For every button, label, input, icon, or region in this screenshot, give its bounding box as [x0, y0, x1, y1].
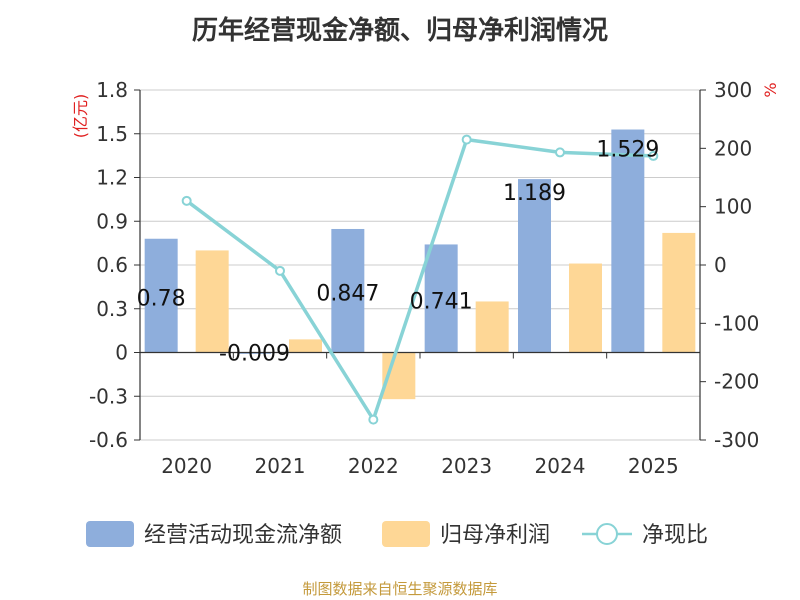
y-right-tick-label: -100 [714, 311, 759, 335]
y-left-axis-label: (亿元) [71, 94, 90, 139]
chart-title: 历年经营现金净额、归母净利润情况 [191, 16, 608, 46]
bar-data-label: -0.009 [219, 342, 290, 367]
legend-item-cashflow-swatch [86, 521, 134, 547]
y-right-axis-label: % [761, 82, 780, 97]
y-right-tick-label: 300 [714, 78, 752, 102]
legend-item-cashflow-label: 经营活动现金流净额 [144, 523, 342, 548]
bar-data-label: 0.847 [316, 282, 379, 307]
ratio-point [461, 134, 472, 145]
axes: -0.6 -0.3 0 0.3 0.6 0.9 1.2 1.5 1.8 -300 -200 -100 0… [71, 78, 780, 478]
bar-cashflow [424, 244, 458, 353]
bar-cashflow [611, 129, 645, 353]
y-right-tick-label: -300 [714, 428, 759, 452]
ratio-point [648, 150, 659, 161]
ratio-point [368, 414, 379, 425]
y-left-tick-label: 0 [115, 341, 128, 365]
y-left-tick-label: 0.6 [96, 253, 128, 277]
y-left-tick-label: 1.2 [96, 166, 128, 190]
y-left-tick-label: -0.3 [89, 384, 128, 408]
bar-data-label: 0.78 [137, 287, 186, 312]
ratio-point [275, 265, 285, 276]
bar-net-profit [195, 250, 229, 353]
bar-net-profit [569, 263, 602, 353]
legend-item-ratio-swatch-marker [596, 523, 618, 545]
bar-data-label: 1.529 [596, 137, 659, 162]
y-right-tick-label: 100 [714, 195, 752, 219]
bar-data-label: 1.189 [503, 181, 566, 206]
y-left-tick-label: 0.9 [96, 209, 128, 233]
legend-item-ratio-label: 净现比 [642, 523, 708, 548]
x-tick-label: 2021 [255, 454, 306, 478]
y-right-tick-label: -200 [714, 370, 759, 394]
bar-cashflow [144, 238, 178, 353]
x-tick-label: 2025 [628, 454, 679, 478]
y-left-tick-label: -0.6 [89, 428, 128, 452]
ratio-point [555, 147, 565, 158]
bar-net-profit [289, 339, 322, 353]
legend-item-net-profit-swatch [382, 521, 430, 547]
bar-data-label: 0.741 [410, 289, 473, 314]
source-note: 制图数据来自恒生聚源数据库 [302, 580, 498, 598]
legend-item-net-profit-label: 归母净利润 [440, 523, 550, 548]
ratio-point [181, 195, 192, 206]
legend: 经营活动现金流净额 归母净利润 净现比 [86, 521, 708, 548]
x-tick-label: 2024 [535, 454, 586, 478]
x-tick-label: 2020 [161, 454, 212, 478]
y-right-tick-label: 0 [714, 253, 727, 277]
x-tick-label: 2022 [348, 454, 399, 478]
data-labels: 0.78 -0.009 0.847 0.741 1.189 1.529 [137, 137, 660, 366]
ratio-line-path [185, 137, 654, 424]
bar-net-profit [475, 301, 509, 353]
ratio-line [181, 134, 659, 425]
bars [144, 129, 696, 400]
y-right-tick-label: 200 [714, 136, 752, 160]
bar-cashflow [331, 228, 365, 353]
y-left-tick-label: 1.8 [96, 78, 128, 102]
y-left-tick-label: 0.3 [96, 297, 128, 321]
bar-net-profit [662, 232, 696, 353]
bar-cashflow [518, 179, 551, 353]
bar-cashflow [238, 352, 271, 354]
y-left-tick-label: 1.5 [96, 122, 128, 146]
x-tick-label: 2023 [441, 454, 492, 478]
